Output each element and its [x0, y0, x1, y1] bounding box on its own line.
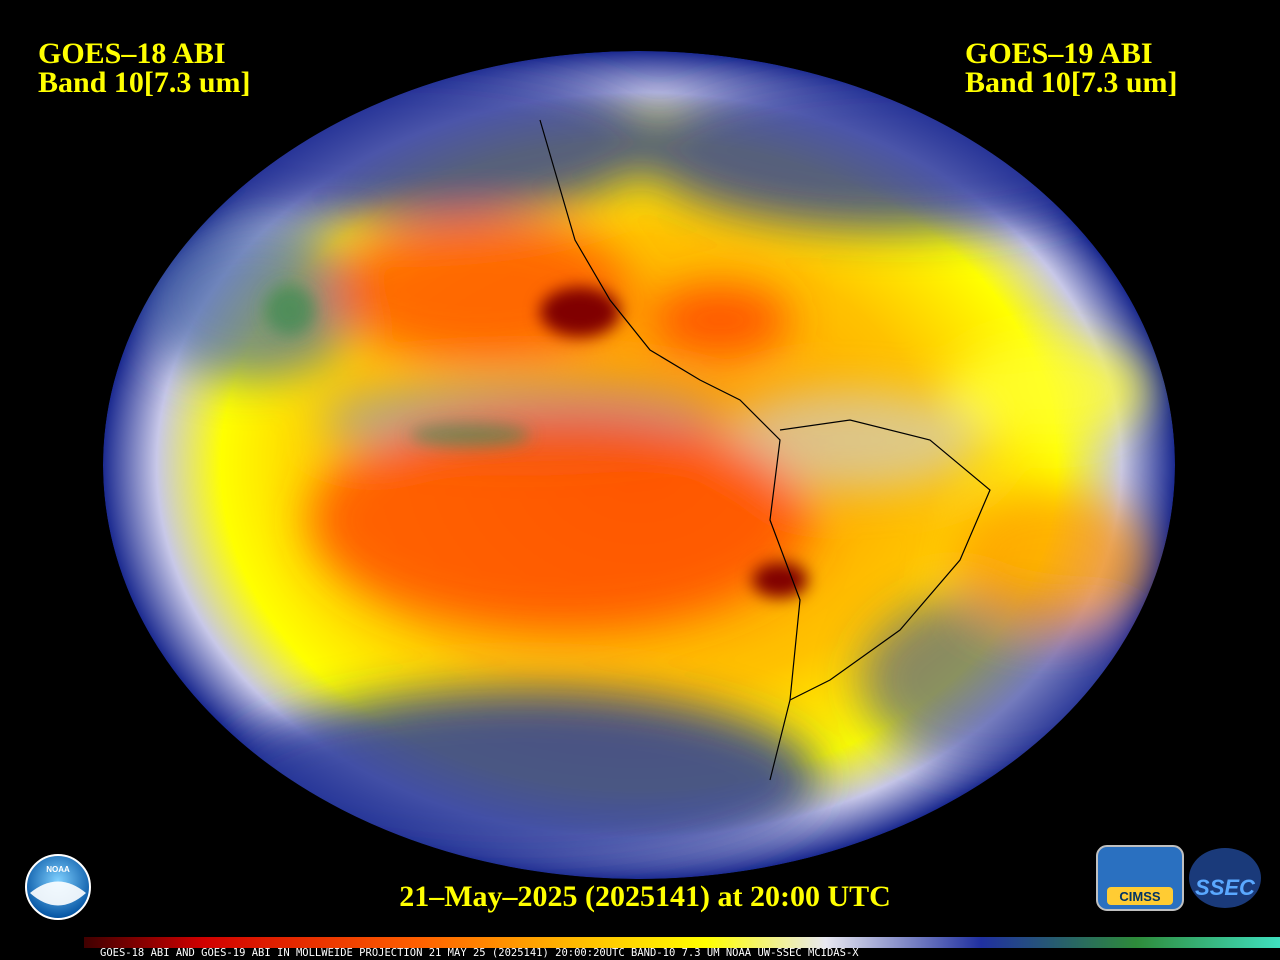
left-band: Band 10[7.3 um] [38, 66, 251, 99]
cimss-logo: CIMSS [1096, 845, 1184, 911]
left-satellite: GOES–18 ABI [38, 37, 226, 70]
color-bar [84, 937, 1280, 948]
right-band: Band 10[7.3 um] [965, 66, 1178, 99]
footer: GOES-18 ABI AND GOES-19 ABI IN MOLLWEIDE… [100, 947, 859, 959]
noaa-logo: NOAA [25, 854, 91, 920]
noaa-text: NOAA [46, 865, 70, 874]
ssec-text: SSEC [1195, 875, 1256, 900]
ssec-logo: SSEC [1189, 848, 1261, 908]
satellite-image [103, 51, 1175, 879]
right-satellite: GOES–19 ABI [965, 37, 1153, 70]
cimss-text: CIMSS [1119, 889, 1161, 904]
timestamp: 21–May–2025 (2025141) at 20:00 UTC [399, 880, 891, 913]
